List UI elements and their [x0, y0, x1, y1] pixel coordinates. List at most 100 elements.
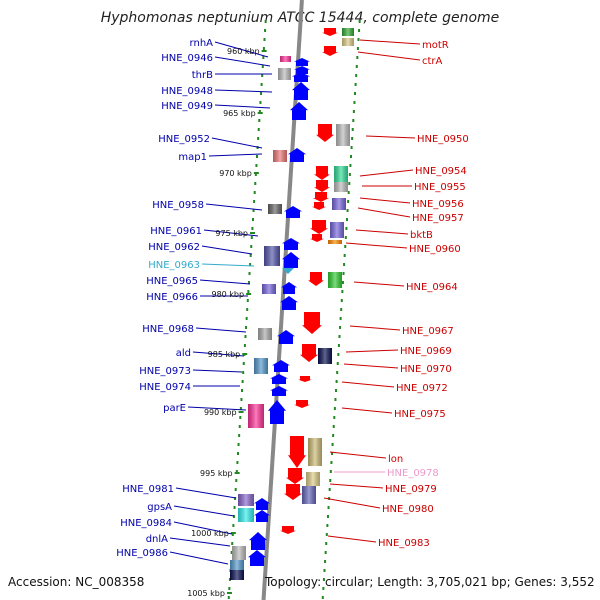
- reverse-gene-arrow[interactable]: [288, 436, 306, 468]
- right-gene-label[interactable]: HNE_0975: [394, 409, 446, 420]
- forward-gene-arrow[interactable]: [248, 550, 266, 566]
- right-gene-label[interactable]: HNE_0964: [406, 282, 458, 293]
- left-gene-label[interactable]: HNE_0974: [139, 382, 191, 393]
- track-border-dot: [253, 191, 256, 194]
- left-gene-label[interactable]: HNE_0958: [152, 200, 204, 211]
- forward-gene-arrow[interactable]: [272, 360, 290, 372]
- left-gene-label[interactable]: gpsA: [147, 502, 172, 513]
- reverse-gene-arrow[interactable]: [316, 124, 334, 142]
- track-border-dot: [257, 128, 260, 131]
- right-gene-label[interactable]: lon: [388, 454, 403, 465]
- track-border-dot: [353, 101, 356, 104]
- left-gene-label[interactable]: HNE_0962: [148, 242, 200, 253]
- right-gene-label[interactable]: HNE_0957: [412, 213, 464, 224]
- left-gene-label[interactable]: HNE_0966: [146, 292, 198, 303]
- reverse-gene-arrow[interactable]: [312, 202, 326, 210]
- forward-gene-arrow[interactable]: [284, 206, 302, 218]
- track-border-dot: [241, 389, 244, 392]
- left-gene-label[interactable]: HNE_0946: [161, 53, 213, 64]
- feature-block-shade: [238, 494, 254, 506]
- forward-gene-arrow[interactable]: [294, 58, 310, 66]
- right-gene-label[interactable]: HNE_0955: [414, 182, 466, 193]
- reverse-gene-arrow[interactable]: [286, 468, 304, 484]
- reverse-gene-arrow[interactable]: [280, 526, 296, 534]
- reverse-gene-arrow[interactable]: [284, 484, 302, 500]
- track-border-dot: [228, 587, 231, 590]
- left-gene-label[interactable]: HNE_0984: [120, 518, 172, 529]
- right-gene-label[interactable]: HNE_0950: [417, 134, 469, 145]
- right-gene-label[interactable]: HNE_0967: [402, 326, 454, 337]
- label-layer: 960 kbp 965 kbp 970 kbp 975 kbp 980 kbp 985 k…: [116, 38, 469, 598]
- forward-gene-arrow[interactable]: [254, 510, 270, 522]
- reverse-gene-arrow[interactable]: [310, 220, 328, 234]
- track-border-dot: [331, 443, 334, 446]
- kbp-tick-label: 970 kbp: [219, 169, 252, 178]
- forward-gene-arrow[interactable]: [270, 374, 288, 384]
- left-gene-label[interactable]: ald: [176, 348, 191, 359]
- left-gene-label[interactable]: HNE_0981: [122, 484, 174, 495]
- reverse-gene-arrow[interactable]: [322, 28, 338, 36]
- forward-gene-arrow[interactable]: [294, 66, 310, 74]
- reverse-gene-arrow[interactable]: [313, 192, 329, 202]
- reverse-gene-arrow[interactable]: [298, 376, 312, 382]
- forward-gene-arrow[interactable]: [292, 82, 310, 100]
- track-border-dot: [351, 128, 354, 131]
- right-gene-label[interactable]: HNE_0978: [387, 468, 439, 479]
- forward-gene-arrow[interactable]: [290, 102, 308, 120]
- right-gene-label[interactable]: HNE_0960: [409, 244, 461, 255]
- left-gene-label[interactable]: HNE_0948: [161, 86, 213, 97]
- right-label-connector: [343, 363, 399, 369]
- left-label-connector: [195, 327, 247, 333]
- reverse-gene-arrow[interactable]: [314, 166, 330, 180]
- right-gene-label[interactable]: bktB: [410, 230, 433, 241]
- reverse-gene-arrow[interactable]: [314, 180, 330, 192]
- right-gene-label[interactable]: HNE_0970: [400, 364, 452, 375]
- reverse-gene-arrow[interactable]: [302, 312, 322, 334]
- right-gene-label[interactable]: HNE_0972: [396, 383, 448, 394]
- forward-gene-arrow[interactable]: [268, 400, 286, 424]
- right-gene-label[interactable]: ctrA: [422, 56, 443, 67]
- left-gene-label[interactable]: map1: [178, 152, 207, 163]
- forward-gene-arrow[interactable]: [288, 148, 306, 162]
- track-border-dot: [263, 38, 266, 41]
- track-border-dot: [234, 497, 237, 500]
- forward-gene-arrow[interactable]: [292, 72, 310, 82]
- right-gene-label[interactable]: HNE_0983: [378, 538, 430, 549]
- left-gene-label[interactable]: HNE_0963: [148, 260, 200, 271]
- left-gene-label[interactable]: HNE_0973: [139, 366, 191, 377]
- forward-gene-arrow[interactable]: [282, 252, 300, 268]
- right-gene-label[interactable]: HNE_0954: [415, 166, 467, 177]
- right-gene-label[interactable]: HNE_0969: [400, 346, 452, 357]
- forward-gene-arrow[interactable]: [281, 282, 297, 294]
- left-gene-label[interactable]: HNE_0986: [116, 548, 168, 559]
- right-label-connector: [345, 349, 399, 353]
- left-gene-label[interactable]: rnhA: [190, 38, 214, 49]
- left-gene-label[interactable]: HNE_0965: [146, 276, 198, 287]
- reverse-gene-arrow[interactable]: [322, 46, 338, 56]
- forward-gene-arrow-highlight[interactable]: [282, 268, 294, 274]
- track-border-dot: [247, 290, 250, 293]
- left-gene-label[interactable]: HNE_0949: [161, 101, 213, 112]
- left-gene-label[interactable]: HNE_0968: [142, 324, 194, 335]
- right-gene-label[interactable]: motR: [422, 40, 449, 51]
- forward-gene-arrow[interactable]: [249, 532, 267, 550]
- right-gene-label[interactable]: HNE_0980: [382, 504, 434, 515]
- left-gene-label[interactable]: parE: [163, 403, 186, 414]
- forward-gene-arrow[interactable]: [280, 296, 298, 310]
- right-gene-label[interactable]: HNE_0956: [412, 199, 464, 210]
- forward-gene-arrow[interactable]: [254, 498, 270, 510]
- left-gene-label[interactable]: HNE_0961: [150, 226, 202, 237]
- reverse-gene-arrow[interactable]: [310, 234, 324, 242]
- reverse-gene-arrow[interactable]: [294, 400, 310, 408]
- right-gene-label[interactable]: HNE_0979: [385, 484, 437, 495]
- left-gene-label[interactable]: dnlA: [146, 534, 168, 545]
- forward-gene-arrow[interactable]: [270, 386, 288, 396]
- reverse-gene-arrow[interactable]: [308, 272, 324, 286]
- forward-gene-arrow[interactable]: [277, 330, 295, 344]
- forward-gene-arrow[interactable]: [282, 238, 300, 250]
- reverse-gene-arrow[interactable]: [300, 344, 318, 362]
- track-border-dot: [257, 137, 260, 140]
- left-gene-label[interactable]: HNE_0952: [158, 134, 210, 145]
- left-gene-label[interactable]: thrB: [192, 70, 213, 81]
- feature-block-shade: [328, 272, 342, 288]
